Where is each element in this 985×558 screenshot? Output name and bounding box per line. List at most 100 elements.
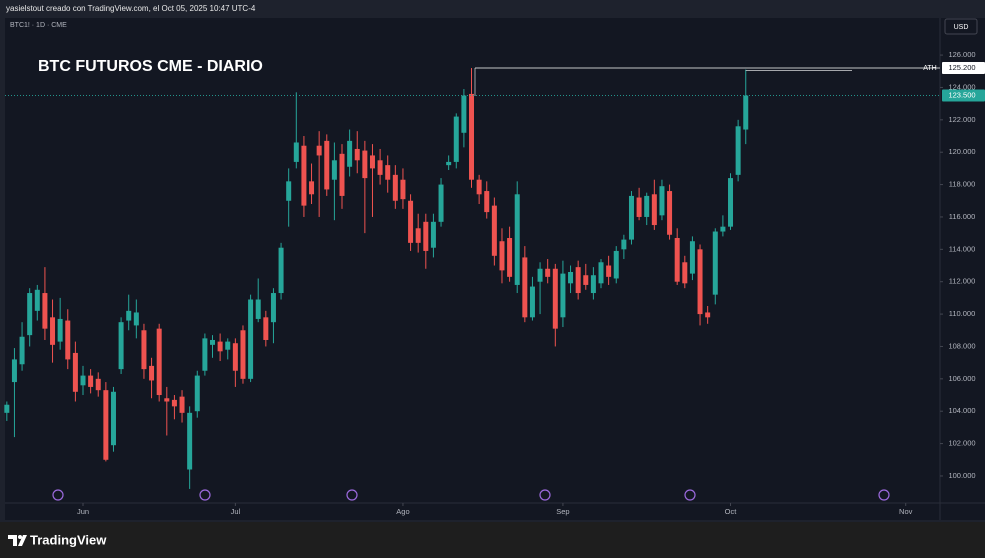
candle-body bbox=[126, 310, 132, 321]
candle-body bbox=[659, 186, 665, 216]
candle-body bbox=[438, 184, 444, 222]
candle-body bbox=[72, 352, 78, 392]
candle-body bbox=[149, 365, 155, 381]
candle-body bbox=[103, 390, 109, 460]
candle-body bbox=[667, 191, 673, 235]
candle-body bbox=[728, 178, 734, 227]
event-icon[interactable] bbox=[539, 489, 551, 501]
candle-body bbox=[354, 148, 360, 161]
x-tick-label: Oct bbox=[725, 507, 738, 516]
x-tick-label: Ago bbox=[396, 507, 409, 516]
candle-body bbox=[400, 179, 406, 200]
candle-body bbox=[369, 155, 375, 169]
candle-body bbox=[65, 320, 71, 360]
symbol-label: BTC1! · 1D · CME bbox=[10, 22, 67, 29]
header-text: yasielstout creado con TradingView.com, … bbox=[6, 4, 256, 13]
candle-body bbox=[347, 140, 353, 167]
candle-body bbox=[50, 317, 56, 345]
y-tick-label: 110.000 bbox=[949, 309, 976, 318]
candle-body bbox=[621, 239, 627, 250]
event-icon[interactable] bbox=[52, 489, 64, 501]
candle-body bbox=[80, 375, 86, 386]
brand-logo-dot bbox=[18, 535, 22, 539]
candle-body bbox=[430, 221, 436, 248]
candle-body bbox=[133, 312, 139, 326]
candle-body bbox=[461, 95, 467, 133]
candle-body bbox=[408, 200, 414, 243]
candle-body bbox=[118, 322, 124, 370]
event-icon[interactable] bbox=[878, 489, 890, 501]
candle-body bbox=[57, 318, 63, 342]
candle-body bbox=[453, 116, 459, 162]
plot: 100.000 102.000 104.000 106.000 108.000 110.0… bbox=[4, 50, 985, 516]
candle-body bbox=[644, 195, 650, 217]
candle-body bbox=[362, 150, 368, 179]
candle-body bbox=[293, 142, 299, 162]
currency-label[interactable]: USD bbox=[954, 24, 969, 31]
candle-body bbox=[217, 341, 223, 352]
brand-name: TradingView bbox=[30, 532, 107, 547]
candle-body bbox=[286, 181, 292, 201]
candle-body bbox=[19, 336, 25, 365]
candle-body bbox=[682, 262, 688, 284]
candle-body bbox=[278, 247, 284, 294]
candle-body bbox=[240, 330, 246, 379]
last-price-tag bbox=[942, 89, 985, 102]
footer bbox=[0, 522, 985, 558]
candle-body bbox=[4, 404, 10, 413]
candle-body bbox=[476, 179, 482, 195]
candle-body bbox=[606, 265, 612, 277]
currency-button[interactable] bbox=[944, 18, 978, 35]
candle-body bbox=[415, 228, 421, 243]
event-icon[interactable] bbox=[346, 489, 358, 501]
y-tick-label: 118.000 bbox=[949, 180, 976, 189]
candle-body bbox=[507, 237, 513, 277]
candle-body bbox=[171, 399, 177, 407]
event-icon[interactable] bbox=[199, 489, 211, 501]
candle-body bbox=[743, 95, 749, 130]
ath-tag bbox=[942, 62, 985, 75]
y-tick-label: 122.000 bbox=[948, 115, 975, 124]
candle-body bbox=[164, 398, 170, 402]
candle-body bbox=[316, 145, 322, 156]
candle-body bbox=[331, 160, 337, 180]
candle-body bbox=[194, 375, 200, 412]
y-tick-label: 108.000 bbox=[948, 341, 975, 350]
candle-body bbox=[590, 275, 596, 294]
candle-body bbox=[27, 293, 33, 336]
y-tick-label: 124.000 bbox=[948, 82, 975, 91]
event-icon[interactable] bbox=[684, 489, 696, 501]
y-tick-label: 120.000 bbox=[948, 147, 975, 156]
candle-body bbox=[392, 174, 398, 201]
candle-body bbox=[552, 268, 558, 329]
ath-label: ATH bbox=[923, 65, 936, 72]
candle-body bbox=[11, 359, 17, 383]
last-price-label: 123.500 bbox=[948, 91, 975, 100]
candle-body bbox=[324, 140, 330, 190]
candle-body bbox=[141, 330, 147, 370]
candle-body bbox=[179, 396, 185, 413]
candle-body bbox=[529, 286, 535, 318]
candle-body bbox=[469, 93, 475, 180]
candle-body bbox=[514, 194, 520, 285]
y-tick-label: 104.000 bbox=[948, 406, 975, 415]
candle-body bbox=[651, 194, 657, 226]
y-tick-label: 102.000 bbox=[948, 439, 975, 448]
candle-body bbox=[499, 241, 505, 271]
candle-body bbox=[202, 338, 208, 371]
candle-body bbox=[522, 257, 528, 318]
candle-body bbox=[568, 271, 574, 284]
candle-body bbox=[697, 249, 703, 315]
candle-body bbox=[34, 289, 40, 311]
candle-body bbox=[339, 153, 345, 196]
candle-body bbox=[232, 343, 238, 371]
candle-body bbox=[423, 221, 429, 251]
candle-body bbox=[255, 299, 261, 319]
candle-body bbox=[537, 268, 543, 282]
y-tick-label: 100.000 bbox=[948, 471, 975, 480]
candle-body bbox=[309, 181, 315, 195]
candle-body bbox=[712, 231, 718, 295]
brand-logo bbox=[8, 535, 27, 546]
